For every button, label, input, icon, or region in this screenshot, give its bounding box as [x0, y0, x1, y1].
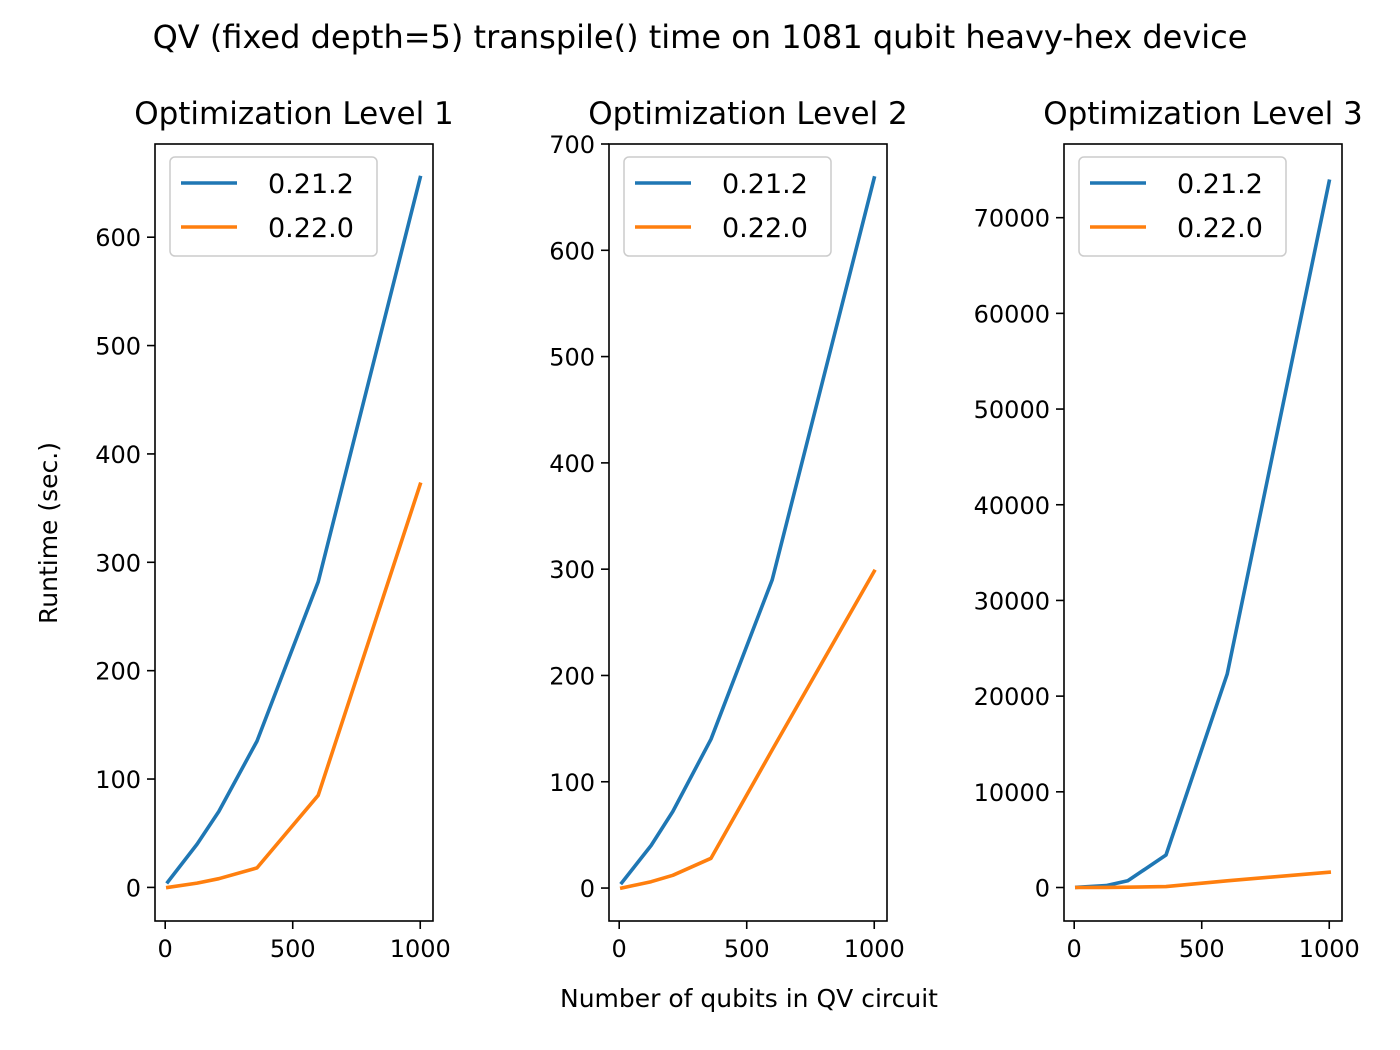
x-tick-label: 500	[724, 935, 770, 963]
y-tick-label: 0	[580, 875, 595, 903]
x-tick-label: 1000	[390, 935, 451, 963]
plot-frame	[608, 143, 888, 922]
y-tick-label: 10000	[974, 779, 1050, 807]
x-tick-label: 1000	[1299, 935, 1360, 963]
x-axis-label: Number of qubits in QV circuit	[560, 984, 938, 1013]
y-tick-label: 30000	[974, 587, 1050, 615]
y-tick-label: 500	[549, 344, 595, 372]
y-tick-label: 60000	[974, 300, 1050, 328]
y-tick-label: 70000	[974, 205, 1050, 233]
legend-label: 0.21.2	[268, 169, 354, 200]
plot-frame	[1063, 143, 1343, 922]
y-tick-label: 40000	[974, 492, 1050, 520]
series-line-v0-22-0	[1074, 870, 1332, 890]
x-tick-label: 500	[1179, 935, 1225, 963]
y-tick-label: 200	[549, 662, 595, 690]
y-axis-label: Runtime (sec.)	[34, 442, 63, 624]
x-tick-label: 1000	[844, 935, 905, 963]
legend-label: 0.22.0	[268, 213, 354, 244]
y-tick-label: 100	[549, 769, 595, 797]
legend-label: 0.22.0	[722, 213, 808, 244]
subplots: Optimization Level 10 500 1000010020030040…	[95, 96, 1363, 963]
x-tick-label: 0	[1067, 935, 1082, 963]
y-tick-label: 100	[95, 766, 141, 794]
y-tick-label: 20000	[974, 683, 1050, 711]
subplot-2: Optimization Level 2 0 500 1000 0 100 200 300 40…	[549, 96, 908, 963]
y-tick-label: 400	[549, 450, 595, 478]
y-tick-label: 300	[95, 549, 141, 577]
legend: 0.21.2 0.22.0	[1078, 156, 1287, 257]
x-tick-label: 500	[270, 935, 316, 963]
series-line-v0-22-0	[619, 568, 877, 891]
x-tick-label: 0	[158, 935, 173, 963]
subplot-3: Optimization Level 30 500 1000010000200003…	[974, 96, 1363, 963]
legend-label: 0.21.2	[722, 169, 808, 200]
subplot-title: Optimization Level 3	[1043, 96, 1363, 132]
legend-label: 0.21.2	[1177, 169, 1263, 200]
plot-frame	[154, 143, 434, 922]
y-tick-label: 200	[95, 658, 141, 686]
legend: 0.21.2 0.22.0	[623, 156, 832, 257]
series-line-v0-21-2	[165, 175, 423, 885]
y-tick-label: 600	[95, 224, 141, 252]
figure-title: QV (fixed depth=5) transpile() time on 1…	[153, 18, 1248, 56]
y-tick-label: 600	[549, 237, 595, 265]
legend: 0.21.2 0.22.0	[169, 156, 378, 257]
y-tick-label: 50000	[974, 396, 1050, 424]
subplot-title: Optimization Level 1	[134, 96, 454, 132]
y-tick-label: 500	[95, 333, 141, 361]
legend-label: 0.22.0	[1177, 213, 1263, 244]
subplot-title: Optimization Level 2	[588, 96, 908, 132]
series-line-v0-22-0	[165, 482, 423, 890]
y-tick-label: 400	[95, 441, 141, 469]
y-tick-label: 0	[126, 874, 141, 902]
series-line-v0-21-2	[619, 175, 877, 886]
x-tick-label: 0	[612, 935, 627, 963]
subplot-1: Optimization Level 1 0 500 1000 0 100 200 300 40…	[95, 96, 454, 963]
y-tick-label: 700	[549, 131, 595, 159]
y-tick-label: 0	[1035, 875, 1050, 903]
y-tick-label: 300	[549, 556, 595, 584]
